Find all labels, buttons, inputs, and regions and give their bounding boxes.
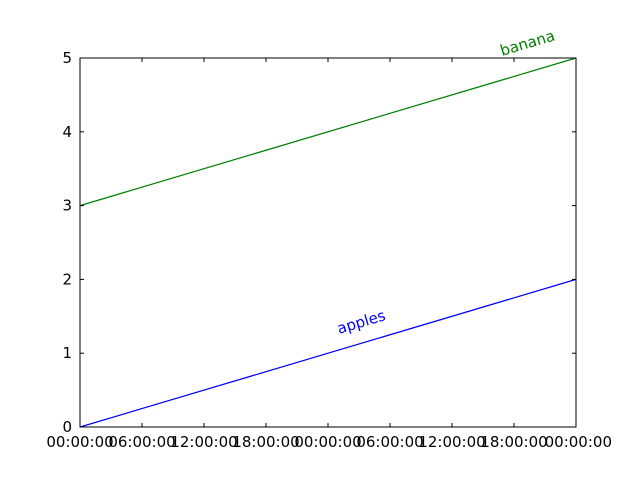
x-tick-label: 00:00:00 (545, 433, 612, 451)
x-tick-label: 06:00:00 (356, 433, 423, 451)
x-tick-label: 18:00:00 (232, 433, 299, 451)
x-tick-label: 00:00:00 (46, 433, 113, 451)
series-line-banana (79, 57, 577, 207)
y-tick-label: 0 (62, 418, 72, 436)
y-tick-label: 1 (62, 344, 72, 362)
series-label-banana: banana (498, 27, 557, 60)
x-tick-label: 12:00:00 (170, 433, 237, 451)
x-tick-label: 18:00:00 (480, 433, 547, 451)
y-tick-label: 2 (62, 270, 72, 288)
series-layer (79, 57, 577, 428)
tick-layer: 01234500:00:0006:00:0012:00:0018:00:0000… (46, 49, 612, 451)
x-tick-label: 12:00:00 (418, 433, 485, 451)
series-line-apples (79, 278, 577, 428)
y-tick-label: 4 (62, 123, 72, 141)
x-tick-label: 06:00:00 (108, 433, 175, 451)
plot-frame (79, 57, 577, 428)
x-tick-label: 00:00:00 (294, 433, 361, 451)
y-tick-label: 3 (62, 197, 72, 215)
y-tick-label: 5 (62, 49, 72, 67)
plot-background (80, 58, 576, 427)
